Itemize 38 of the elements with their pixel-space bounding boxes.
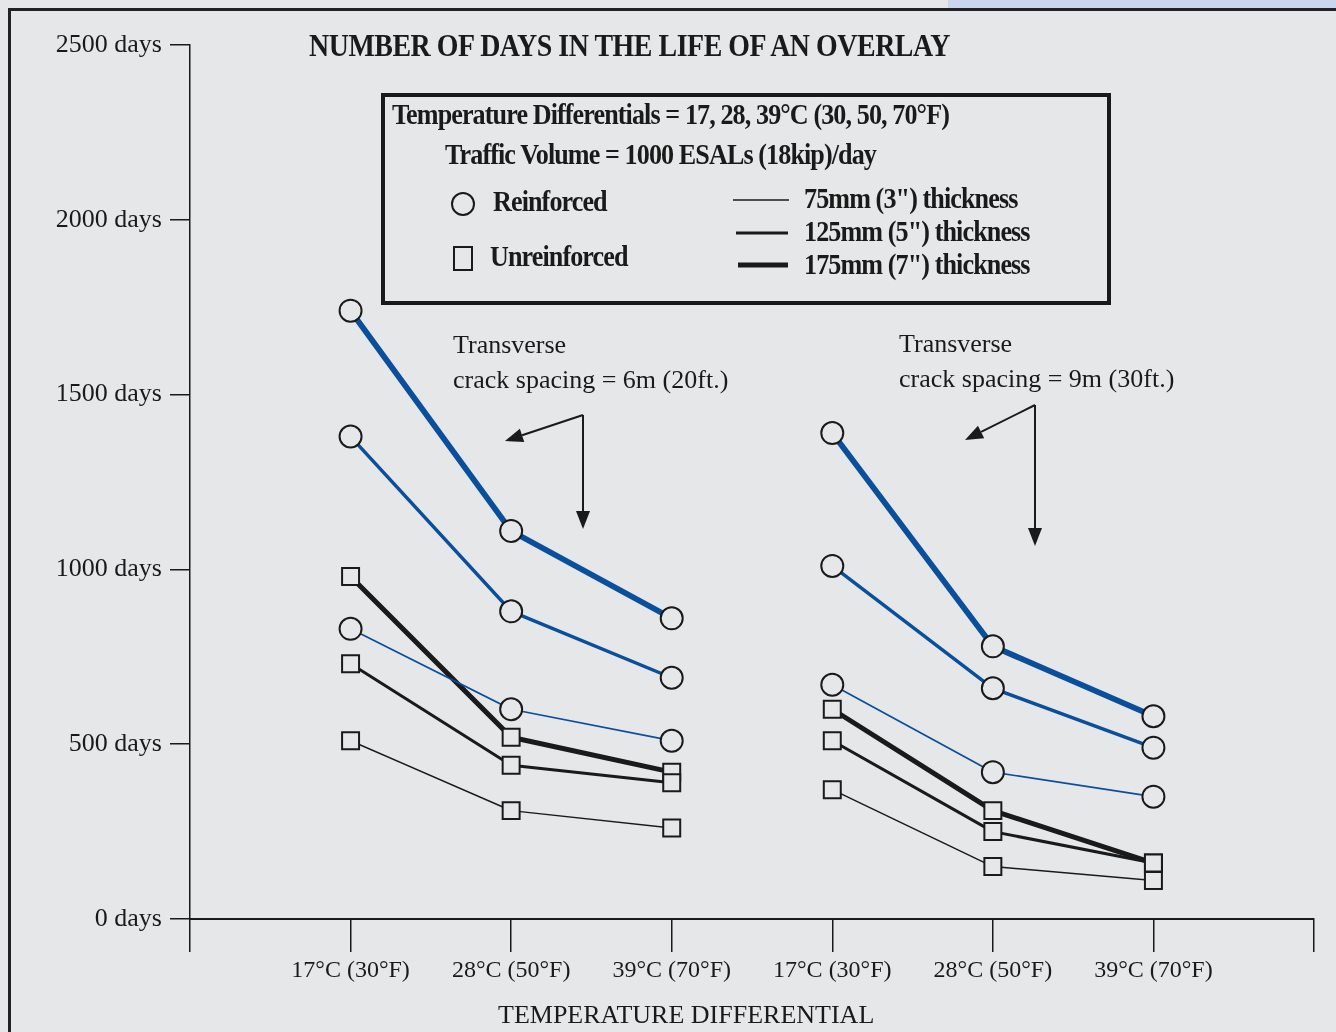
x-tick-label: 28°C (50°F) — [451, 955, 571, 982]
x-tick-label: 39°C (70°F) — [612, 955, 731, 982]
x-tick-label: 17°C (30°F) — [291, 955, 410, 982]
annotation: Transverse crack spacing = 9m (30ft.) — [899, 328, 1175, 395]
point — [983, 857, 1003, 877]
annotation: 125mm (5") thickness — [804, 215, 1030, 248]
point — [983, 801, 1003, 821]
point — [341, 654, 361, 674]
annotation: 175mm (7") thickness — [804, 248, 1030, 281]
chart-title: NUMBER OF DAYS IN THE LIFE OF AN OVERLAY — [309, 28, 950, 64]
point — [501, 801, 521, 821]
point — [822, 731, 842, 751]
point — [822, 780, 842, 800]
annotation: Transverse crack spacing = 6m (20ft.) — [453, 329, 729, 396]
point — [341, 566, 361, 586]
annotation: 75mm (3") thickness — [804, 182, 1018, 215]
point — [501, 727, 521, 747]
point — [822, 699, 842, 719]
y-tick-label: 0 days — [94, 902, 162, 932]
x-tick-label: 28°C (50°F) — [933, 955, 1053, 982]
point — [662, 818, 682, 838]
annotation: Traffic Volume = 1000 ESALs (18kip)/day — [445, 138, 877, 171]
point — [1143, 871, 1163, 891]
x-axis-title: TEMPERATURE DIFFERENTIAL — [498, 1000, 875, 1030]
x-tick-label: 17°C (30°F) — [773, 955, 892, 982]
point — [341, 731, 361, 751]
x-tick-label: 39°C (70°F) — [1094, 955, 1213, 982]
y-tick-label: 500 days — [68, 728, 162, 758]
y-tick-label: 1500 days — [55, 378, 162, 408]
annotation: Temperature Differentials = 17, 28, 39°C (30, 50, 70°F) — [392, 98, 949, 131]
point — [983, 822, 1003, 842]
y-tick-label: 2000 days — [55, 203, 162, 233]
annotation: Unreinforced — [490, 240, 628, 273]
y-tick-label: 2500 days — [55, 28, 162, 58]
point — [501, 755, 521, 775]
y-tick-label: 1000 days — [55, 553, 162, 583]
point — [662, 773, 682, 793]
annotation: Reinforced — [493, 185, 607, 218]
